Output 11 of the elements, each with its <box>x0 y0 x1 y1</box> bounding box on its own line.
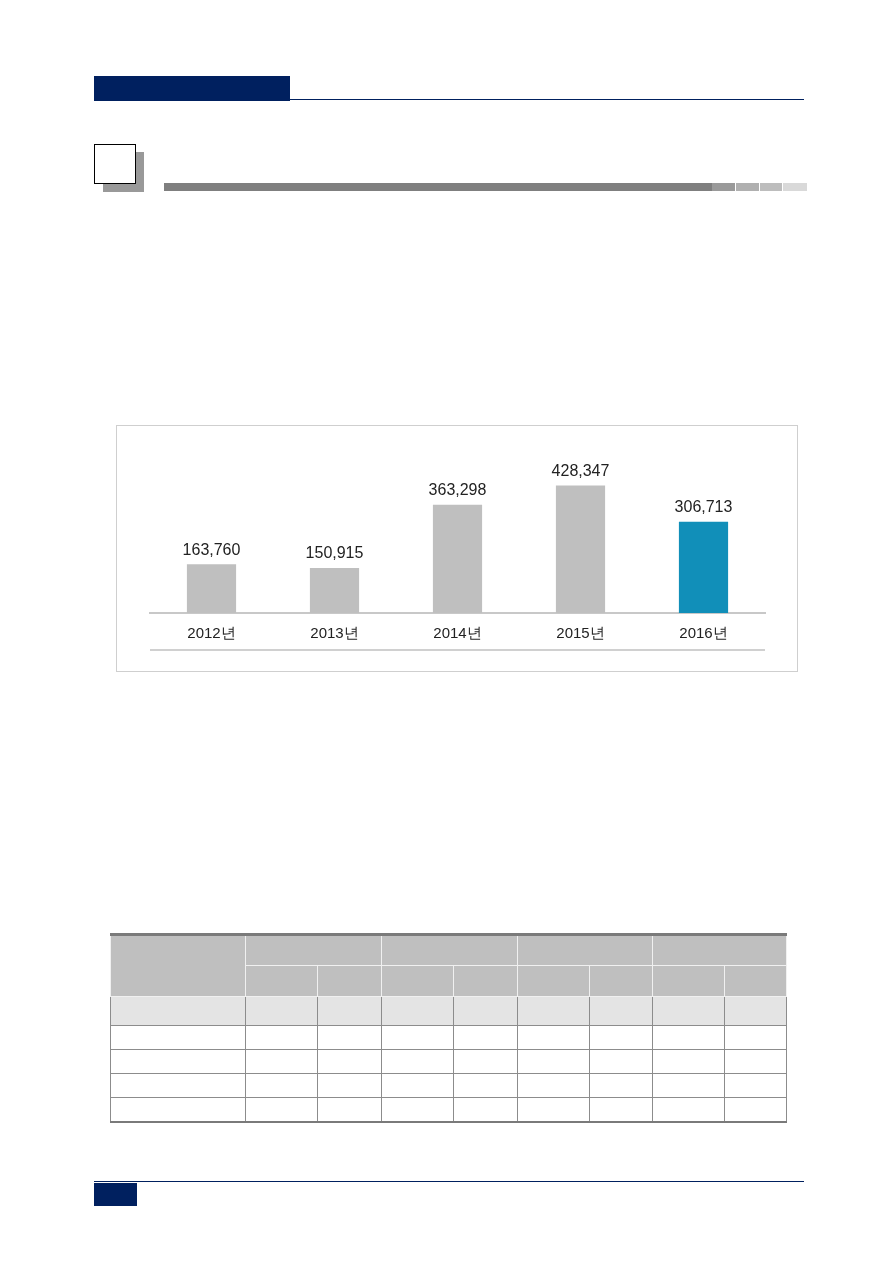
x-tick-label: 2013년 <box>310 624 359 642</box>
data-label: 163,760 <box>182 540 241 558</box>
x-tick-label: 2016년 <box>679 624 728 642</box>
data-label: 306,713 <box>674 498 733 516</box>
data-label: 363,298 <box>428 481 487 499</box>
x-tick-label: 2015년 <box>556 624 605 642</box>
x-tick-label: 2012년 <box>187 624 236 642</box>
data-label: 150,915 <box>305 544 364 562</box>
x-tick-label: 2014년 <box>433 624 482 642</box>
data-label: 428,347 <box>551 461 610 479</box>
bar <box>678 521 729 613</box>
